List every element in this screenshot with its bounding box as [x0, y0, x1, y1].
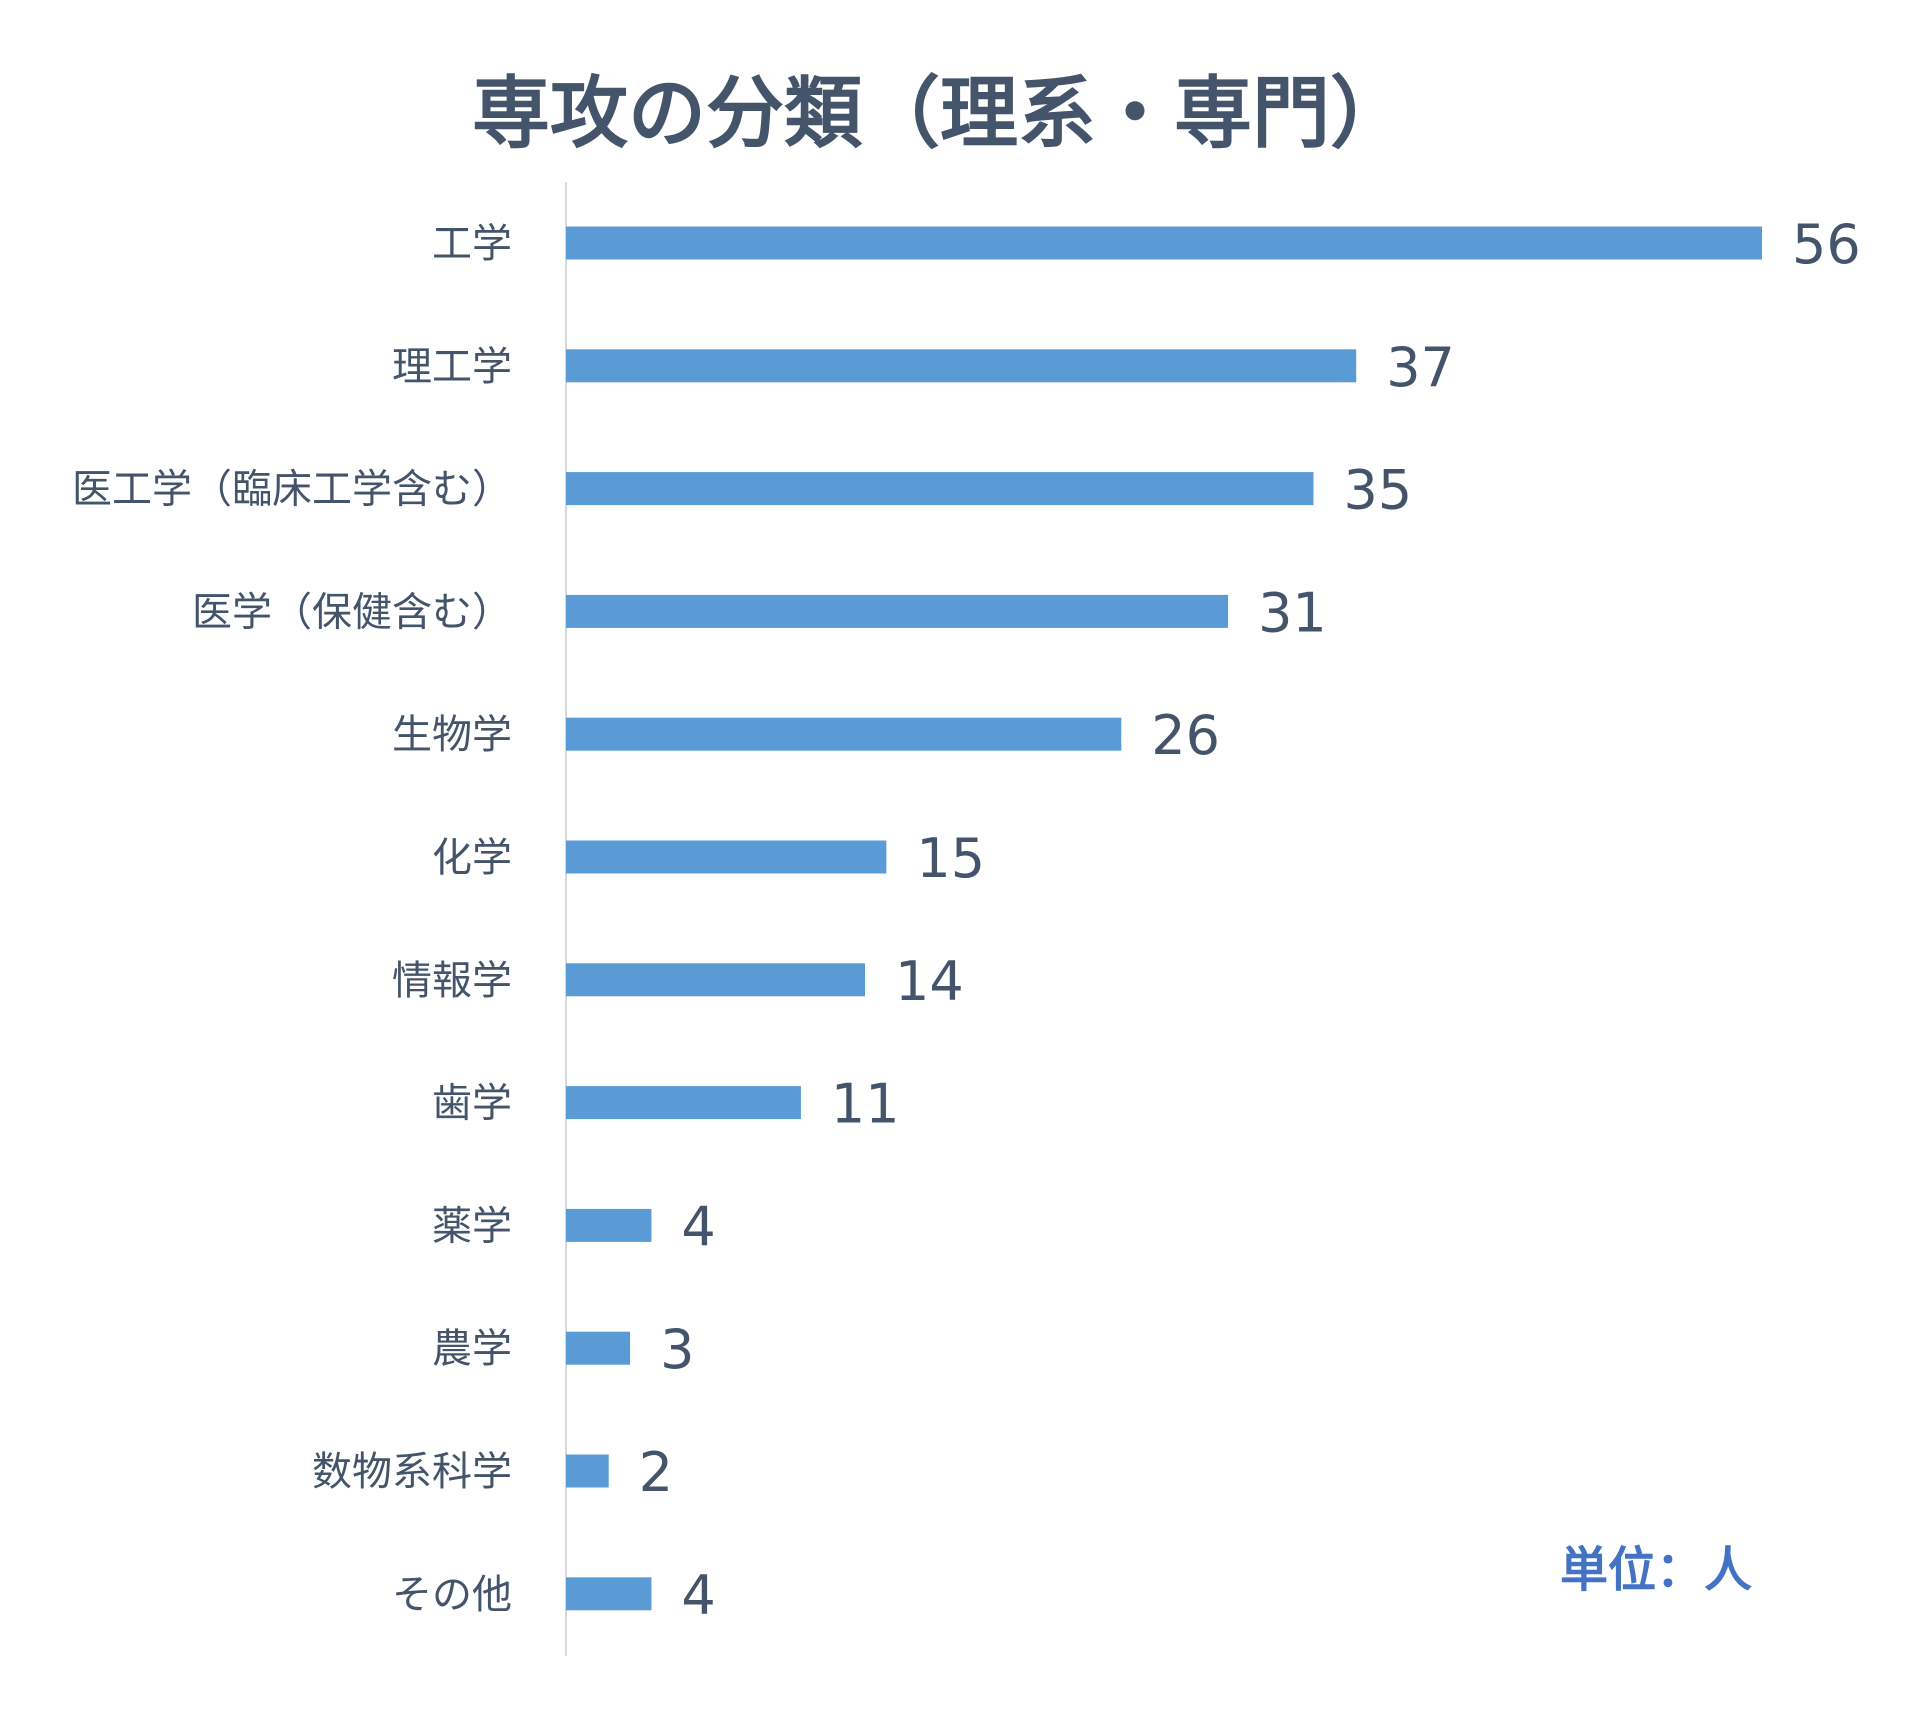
bar: [566, 1208, 652, 1242]
value-label: 15: [916, 827, 985, 890]
bar: [566, 1331, 631, 1365]
value-label: 11: [831, 1073, 900, 1136]
category-label: 農学: [432, 1326, 512, 1372]
value-label: 31: [1258, 581, 1327, 644]
category-label: 情報学: [392, 958, 512, 1004]
bar: [566, 349, 1357, 383]
bar: [566, 1086, 801, 1120]
bar: [566, 1454, 609, 1488]
category-label: 数物系科学: [312, 1449, 512, 1495]
value-label: 14: [895, 950, 964, 1013]
bar: [566, 717, 1122, 751]
category-label: その他: [392, 1572, 512, 1618]
category-label: 理工学: [392, 344, 512, 390]
value-label: 2: [639, 1441, 673, 1504]
value-label: 26: [1151, 704, 1220, 767]
unit-note: 単位：人: [1560, 1542, 1752, 1598]
bar: [566, 1577, 652, 1611]
category-label: 薬学: [432, 1203, 512, 1249]
category-label: 工学: [432, 221, 512, 267]
bar: [566, 472, 1314, 506]
category-label: 医学（保健含む）: [192, 589, 512, 635]
value-label: 56: [1792, 213, 1861, 276]
bar: [566, 226, 1762, 260]
value-label: 3: [660, 1318, 694, 1381]
value-label: 37: [1386, 336, 1455, 399]
category-label: 化学: [432, 835, 512, 881]
category-label: 生物学: [392, 712, 512, 758]
value-label: 4: [681, 1195, 715, 1258]
bar-group: [566, 226, 1762, 1611]
value-label: 4: [681, 1564, 715, 1627]
category-label: 歯学: [432, 1081, 512, 1127]
category-label: 医工学（臨床工学含む）: [72, 467, 512, 513]
bar: [566, 594, 1229, 628]
bar: [566, 840, 887, 874]
bar: [566, 963, 865, 997]
value-label: 35: [1344, 459, 1413, 522]
chart-title: 専攻の分類（理系・専門）: [472, 69, 1408, 159]
